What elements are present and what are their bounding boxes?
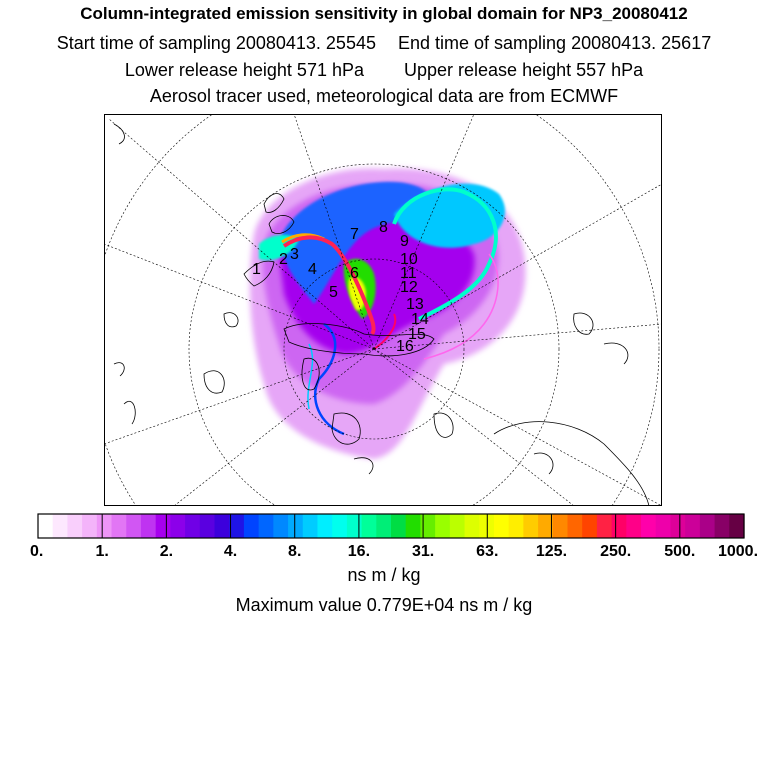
release-heights: Lower release height 571 hPa Upper releas… xyxy=(0,60,768,81)
colorbar-cell xyxy=(38,514,54,538)
colorbar-cell xyxy=(464,514,480,538)
colorbar-cell xyxy=(229,514,245,538)
lower-release-label: Lower release height 571 hPa xyxy=(124,60,364,80)
colorbar-tick-label: 250. xyxy=(600,543,631,560)
marker-6: 6 xyxy=(350,265,359,282)
colorbar-cell xyxy=(376,514,392,538)
colorbar-cell xyxy=(273,514,289,538)
colorbar-cell xyxy=(626,514,642,538)
colorbar-cell xyxy=(361,514,377,538)
colorbar-tick-label: 16. xyxy=(348,543,370,560)
colorbar-cell xyxy=(317,514,333,538)
colorbar-cell xyxy=(420,514,436,538)
colorbar-cell xyxy=(641,514,657,538)
colorbar-cell xyxy=(391,514,407,538)
colorbar-tick-label: 125. xyxy=(536,543,567,560)
sensitivity-field xyxy=(249,168,526,459)
colorbar-cell xyxy=(523,514,539,538)
colorbar-cell xyxy=(302,514,319,538)
colorbar-cell xyxy=(655,514,672,538)
colorbar-cell xyxy=(332,514,348,538)
colorbar-tick-labels: 0. 1. 2. 4. 8. 16. 31. 63. 125. 250. 500. 1000. xyxy=(30,514,758,560)
colorbar-cell xyxy=(199,514,216,538)
colorbar-tick-label: 2. xyxy=(160,543,173,560)
trajectory-markers: 1 2 3 4 5 6 7 8 9 10 11 12 13 14 15 16 xyxy=(252,219,429,355)
colorbar-cell xyxy=(685,514,701,538)
colorbar-cell xyxy=(538,514,554,538)
colorbar-cell xyxy=(435,514,451,538)
colorbar-cell xyxy=(714,514,730,538)
colorbar-cell xyxy=(258,514,274,538)
colorbar-cell xyxy=(493,514,510,538)
colorbar-cell xyxy=(552,514,569,538)
colorbar-tick-label: 8. xyxy=(288,543,301,560)
coastlines xyxy=(113,123,650,506)
colorbar-cell xyxy=(82,514,98,538)
marker-4: 4 xyxy=(308,261,317,278)
end-time-label: End time of sampling 20080413. 25617 xyxy=(397,33,712,53)
marker-3: 3 xyxy=(290,246,299,263)
marker-13: 13 xyxy=(406,296,424,313)
colorbar-cell xyxy=(170,514,186,538)
colorbar-cell xyxy=(185,514,201,538)
colorbar-tick-label: 1000. xyxy=(718,543,758,560)
colorbar-cell xyxy=(567,514,583,538)
marker-8: 8 xyxy=(379,219,388,236)
colorbar-tick-label: 4. xyxy=(224,543,237,560)
marker-16: 16 xyxy=(396,338,414,355)
colorbar-cell xyxy=(111,514,127,538)
colorbar-cell xyxy=(67,514,83,538)
marker-2: 2 xyxy=(279,251,288,268)
marker-11: 11 xyxy=(400,265,417,282)
marker-15: 15 xyxy=(408,326,426,343)
tracer-info: Aerosol tracer used, meteorological data… xyxy=(149,86,619,106)
colorbar-cell xyxy=(670,514,686,538)
marker-1: 1 xyxy=(252,261,261,278)
marker-9: 9 xyxy=(400,233,409,250)
map-panel: 1 2 3 4 5 6 7 8 9 10 11 12 13 14 15 16 xyxy=(104,114,662,506)
colorbar-cell xyxy=(155,514,171,538)
map-title: Column-integrated emission sensitivity i… xyxy=(80,4,688,23)
colorbar-cell xyxy=(243,514,260,538)
colorbar-tick-label: 31. xyxy=(412,543,434,560)
colorbar-cell xyxy=(288,514,304,538)
colorbar-tick-label: 1. xyxy=(96,543,109,560)
colorbar-cell xyxy=(729,514,745,538)
colorbar-cell xyxy=(126,514,142,538)
colorbar: 0. 1. 2. 4. 8. 16. 31. 63. 125. 250. 500. 1000. xyxy=(30,513,758,560)
colorbar-tick-label: 0. xyxy=(30,543,43,560)
colorbar-cell xyxy=(699,514,716,538)
colorbar-cell xyxy=(52,514,69,538)
sampling-times: Start time of sampling 20080413. 25545 En… xyxy=(0,33,768,54)
marker-12: 12 xyxy=(400,279,418,296)
colorbar-cell xyxy=(140,514,157,538)
colorbar-frame xyxy=(37,513,745,539)
colorbar-unit: ns m / kg xyxy=(347,565,421,585)
colorbar-cell xyxy=(346,514,363,538)
colorbar-cell xyxy=(96,514,113,538)
maximum-value: Maximum value 0.779E+04 ns m / kg xyxy=(235,595,533,615)
upper-release-label: Upper release height 557 hPa xyxy=(404,60,644,80)
colorbar-cell xyxy=(596,514,613,538)
marker-10: 10 xyxy=(400,251,418,268)
graticule xyxy=(104,114,662,506)
colorbar-cell xyxy=(508,514,524,538)
colorbar-cells xyxy=(38,514,745,538)
marker-5: 5 xyxy=(329,284,338,301)
colorbar-cell xyxy=(582,514,598,538)
marker-7: 7 xyxy=(350,226,359,243)
start-time-label: Start time of sampling 20080413. 25545 xyxy=(56,33,376,53)
colorbar-cell xyxy=(611,514,627,538)
colorbar-cell xyxy=(405,514,422,538)
colorbar-cell xyxy=(449,514,466,538)
colorbar-cell xyxy=(214,514,230,538)
colorbar-tick-label: 63. xyxy=(476,543,498,560)
colorbar-tick-label: 500. xyxy=(664,543,695,560)
marker-14: 14 xyxy=(411,311,429,328)
